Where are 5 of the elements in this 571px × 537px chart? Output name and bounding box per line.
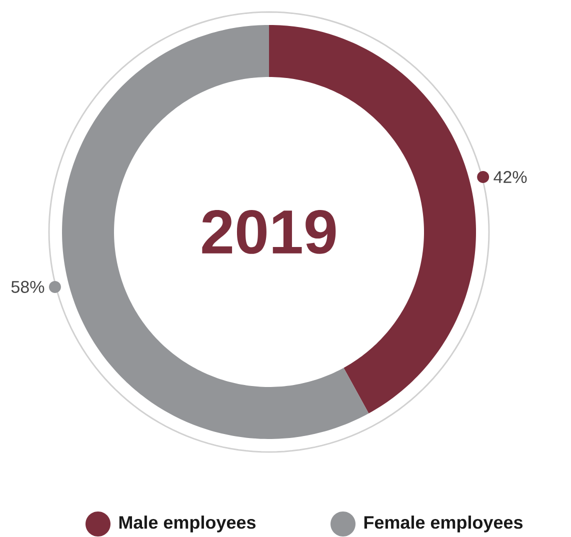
legend-label: Male employees: [119, 516, 256, 532]
data-label: 58%: [11, 280, 44, 293]
data-label: 42%: [494, 171, 527, 183]
legend-label: Female employees: [364, 516, 523, 532]
text: 2019: [202, 210, 336, 254]
